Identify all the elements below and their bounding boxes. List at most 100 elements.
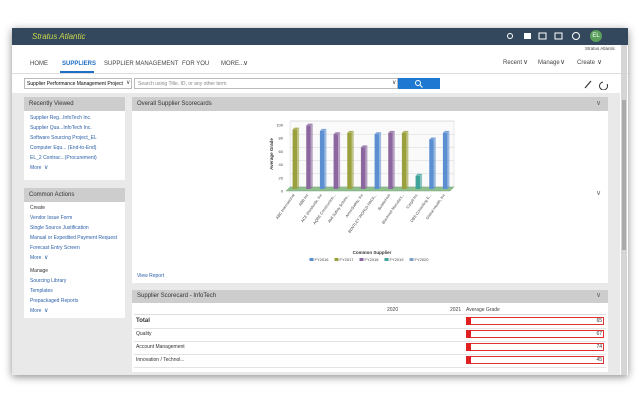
- search-icon[interactable]: [507, 33, 513, 39]
- bar-top: [388, 130, 395, 133]
- list-link[interactable]: Manual or Expedited Payment Request: [30, 235, 117, 241]
- list-link[interactable]: More: [30, 165, 42, 171]
- bar: [374, 134, 380, 189]
- nav-menu[interactable]: Create: [577, 60, 596, 66]
- nav-tab[interactable]: HOME: [30, 61, 48, 67]
- grade-value: 45: [596, 357, 602, 363]
- chevron: ∨: [243, 60, 249, 67]
- list-link[interactable]: Single Source Justification: [30, 225, 89, 231]
- bar-top: [333, 132, 341, 135]
- legend-label: FY2019: [390, 257, 405, 262]
- bar: [306, 125, 311, 189]
- view-report-link[interactable]: View Report: [137, 273, 165, 279]
- help-icon[interactable]: [572, 32, 580, 40]
- print-icon[interactable]: [524, 33, 531, 39]
- nav-tab[interactable]: MORE...: [221, 61, 245, 67]
- collapse-chevron[interactable]: ∨: [596, 190, 602, 197]
- panel-header: [24, 97, 125, 111]
- floor: [285, 186, 455, 192]
- legend-swatch: [309, 258, 314, 261]
- column-header: Average Grade: [466, 307, 500, 313]
- legend-swatch: [409, 258, 414, 261]
- grade-value: 65: [596, 318, 602, 324]
- row-label: Total: [136, 318, 150, 324]
- chart: 0 20 40 60 80 100 Average Grade ABC Internation…: [269, 120, 455, 262]
- x-tick-label: Cargill Inc: [406, 193, 419, 209]
- column-header: 2020: [387, 307, 399, 313]
- legend-label: FY2017: [340, 257, 355, 262]
- scrollbar-thumb[interactable]: [622, 100, 626, 250]
- legend-label: FY2020: [415, 257, 430, 262]
- bar-side: [365, 145, 368, 189]
- chevron: ∨: [44, 308, 49, 314]
- bar: [415, 175, 421, 189]
- search-input[interactable]: Search using Title, ID, or any other ter…: [134, 78, 398, 89]
- nav-menu[interactable]: Manage: [538, 60, 560, 66]
- nav-tab[interactable]: SUPPLIER MANAGEMENT: [104, 61, 179, 67]
- bar-side: [310, 123, 313, 189]
- bar-side: [297, 127, 300, 189]
- search-button[interactable]: [398, 78, 440, 89]
- x-tick-label: BuilderHub: [377, 193, 391, 211]
- chevron: ∨: [523, 59, 529, 66]
- search-scope[interactable]: Supplier Performance Management Project: [24, 78, 132, 89]
- bar-side: [379, 132, 382, 189]
- x-tick-label: ABB Inc: [298, 193, 309, 207]
- bar-side: [420, 173, 423, 189]
- list-link[interactable]: Software Sourcing Project_EL: [30, 135, 97, 141]
- search-placeholder: Search using Title, ID, or any other ter…: [138, 81, 227, 87]
- common-actions-panel: [24, 188, 125, 318]
- bar: [401, 132, 407, 189]
- row-divider: [134, 354, 606, 355]
- bar: [292, 129, 298, 189]
- notification-icon[interactable]: [554, 32, 563, 40]
- row-label: Account Management: [136, 344, 185, 350]
- row-divider: [134, 341, 606, 342]
- grade-flag: [466, 356, 471, 364]
- x-tick-label: BENTLEY WORLD PACK...: [348, 193, 378, 234]
- y-tick-label: 100: [276, 123, 283, 128]
- list-link[interactable]: Computer Equ... (End-to-End): [30, 145, 97, 151]
- list-link[interactable]: Templates: [30, 288, 53, 294]
- legend-swatch: [359, 258, 364, 261]
- bar-side: [351, 130, 354, 189]
- y-tick-label: 0: [281, 189, 284, 194]
- nav-tab[interactable]: FOR YOU: [182, 61, 210, 67]
- list-link[interactable]: EL_2 Contrac...(Procurement): [30, 155, 97, 161]
- nav-divider: [12, 73, 628, 74]
- grade-value: 67: [596, 331, 602, 337]
- bar-top: [415, 173, 423, 176]
- bar-top: [360, 145, 368, 148]
- bar: [429, 139, 434, 189]
- list-link[interactable]: More: [30, 255, 42, 261]
- list-link[interactable]: Forecast Entry Screen: [30, 245, 80, 251]
- header-icons: [507, 32, 580, 40]
- collapse-chevron[interactable]: ∨: [596, 100, 602, 107]
- message-icon[interactable]: [538, 32, 547, 40]
- bar-top: [306, 123, 313, 126]
- list-link[interactable]: Sourcing Library: [30, 278, 67, 284]
- avatar[interactable]: EL: [590, 30, 602, 42]
- refresh-icon[interactable]: [599, 81, 608, 90]
- list-link[interactable]: More: [30, 308, 42, 314]
- tools-icon[interactable]: [584, 80, 592, 89]
- logo[interactable]: Stratus Atlantic: [32, 32, 86, 41]
- legend-swatch: [334, 258, 339, 261]
- bar-side: [338, 132, 341, 189]
- nav-tab[interactable]: SUPPLIERS: [62, 61, 97, 67]
- tool-icons: [584, 80, 608, 90]
- list-link[interactable]: Vendor Issue Form: [30, 215, 73, 221]
- nav-menu[interactable]: Recent: [503, 60, 523, 66]
- panel-title: Supplier Scorecard - InfoTech: [137, 293, 217, 299]
- collapse-chevron[interactable]: ∨: [596, 292, 602, 299]
- list-link[interactable]: Supplier Reg...InfoTech Inc.: [30, 115, 92, 121]
- table-panel: [132, 290, 608, 372]
- user-org: Stratus Atlantic: [585, 46, 616, 51]
- list-link[interactable]: Supplier Qua...InfoTech Inc.: [30, 125, 92, 131]
- bar: [360, 147, 366, 189]
- y-tick-label: 80: [279, 136, 284, 141]
- search-scope-text: Supplier Performance Management Project: [27, 81, 123, 87]
- top-bar: [12, 28, 628, 45]
- chevron: ∨: [44, 165, 49, 171]
- list-link[interactable]: Prepackaged Reports: [30, 298, 79, 304]
